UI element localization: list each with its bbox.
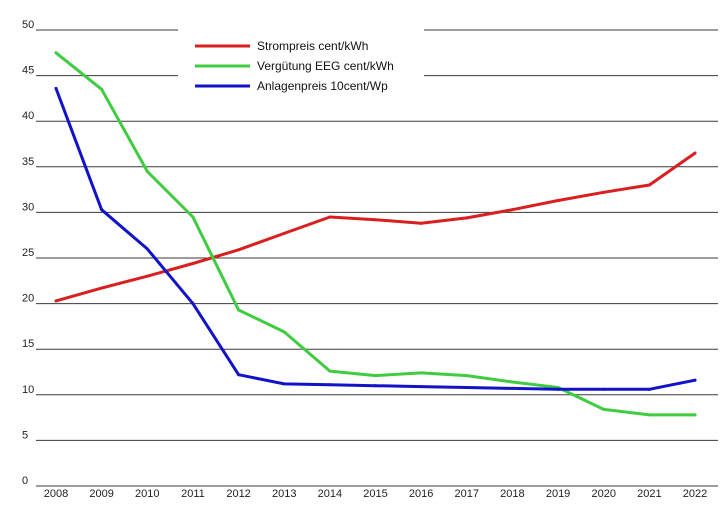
x-axis-ticks: 2008 2009 2010 2011 2012 2013 2014 2015 2016 2017…	[44, 488, 707, 500]
data-point-2-2018	[510, 386, 514, 390]
data-point-0-2022	[693, 151, 697, 155]
y-tick-label-15: 15	[22, 338, 34, 350]
data-point-1-2020	[602, 407, 606, 411]
data-point-0-2020	[602, 190, 606, 194]
data-point-0-2019	[556, 199, 560, 203]
y-tick-label-0: 0	[22, 475, 28, 487]
data-point-0-2017	[465, 216, 469, 220]
x-tick-label-2008: 2008	[44, 488, 68, 500]
y-axis-ticks: 0 5 10 15 20 25 30 35 40 45 50	[22, 19, 34, 487]
data-point-2-2009	[100, 208, 104, 212]
data-point-0-2018	[510, 208, 514, 212]
series-line-1	[54, 51, 697, 417]
data-point-0-2021	[647, 183, 651, 187]
x-tick-label-2012: 2012	[226, 488, 250, 500]
data-point-2-2016	[419, 385, 423, 389]
data-point-0-2011	[191, 261, 195, 265]
x-tick-label-2013: 2013	[272, 488, 296, 500]
y-tick-label-40: 40	[22, 110, 34, 122]
y-tick-label-5: 5	[22, 429, 28, 441]
y-tick-label-10: 10	[22, 384, 34, 396]
data-point-2-2008	[54, 86, 58, 90]
legend-box	[178, 24, 424, 94]
x-tick-label-2010: 2010	[135, 488, 159, 500]
x-tick-label-2011: 2011	[181, 488, 205, 500]
y-tick-label-20: 20	[22, 293, 34, 305]
legend-label-0: Strompreis cent/kWh	[257, 39, 368, 53]
data-point-1-2017	[465, 374, 469, 378]
data-point-1-2008	[54, 51, 58, 55]
data-point-1-2018	[510, 380, 514, 384]
data-point-2-2013	[282, 382, 286, 386]
legend: Strompreis cent/kWh Vergütung EEG cent/kW…	[178, 24, 424, 94]
y-tick-label-35: 35	[22, 156, 34, 168]
data-point-1-2011	[191, 215, 195, 219]
data-point-2-2014	[328, 383, 332, 387]
data-point-0-2013	[282, 231, 286, 235]
x-tick-label-2021: 2021	[637, 488, 661, 500]
data-point-0-2015	[374, 218, 377, 222]
legend-label-1: Vergütung EEG cent/kWh	[257, 59, 394, 73]
x-tick-label-2009: 2009	[89, 488, 113, 500]
data-point-2-2012	[237, 373, 241, 377]
x-tick-label-2020: 2020	[591, 488, 615, 500]
data-point-1-2021	[647, 413, 651, 417]
data-point-2-2021	[647, 387, 651, 391]
data-point-1-2009	[100, 87, 104, 91]
data-point-0-2008	[54, 299, 58, 303]
y-tick-label-50: 50	[22, 19, 34, 31]
y-tick-label-30: 30	[22, 201, 34, 213]
y-tick-label-45: 45	[22, 65, 34, 77]
x-tick-label-2018: 2018	[500, 488, 524, 500]
data-point-2-2020	[602, 387, 606, 391]
x-tick-label-2019: 2019	[546, 488, 570, 500]
data-point-1-2016	[419, 371, 423, 375]
data-point-1-2013	[282, 330, 286, 334]
data-point-2-2022	[693, 378, 697, 382]
x-tick-label-2022: 2022	[683, 488, 707, 500]
data-point-2-2015	[374, 384, 377, 388]
data-point-0-2014	[328, 215, 332, 219]
data-point-2-2010	[145, 247, 149, 251]
data-point-0-2016	[419, 221, 423, 225]
data-point-0-2012	[237, 248, 241, 252]
x-tick-label-2015: 2015	[363, 488, 387, 500]
data-point-1-2022	[693, 413, 697, 417]
data-point-0-2009	[100, 286, 104, 290]
series-line-2	[54, 86, 697, 391]
data-point-1-2010	[145, 169, 149, 173]
series-lines	[54, 51, 697, 417]
data-point-1-2014	[328, 369, 332, 373]
series-0	[54, 151, 697, 303]
data-point-1-2015	[374, 374, 377, 378]
data-point-0-2010	[145, 274, 149, 278]
y-tick-label-25: 25	[22, 247, 34, 259]
series-2	[54, 86, 697, 391]
data-point-2-2017	[465, 386, 469, 390]
data-point-2-2011	[191, 302, 195, 306]
legend-label-2: Anlagenpreis 10cent/Wp	[257, 79, 388, 93]
x-tick-label-2014: 2014	[318, 488, 342, 500]
data-point-2-2019	[556, 387, 560, 391]
series-1	[54, 51, 697, 417]
x-tick-label-2017: 2017	[455, 488, 479, 500]
x-tick-label-2016: 2016	[409, 488, 433, 500]
data-point-1-2012	[237, 308, 241, 312]
